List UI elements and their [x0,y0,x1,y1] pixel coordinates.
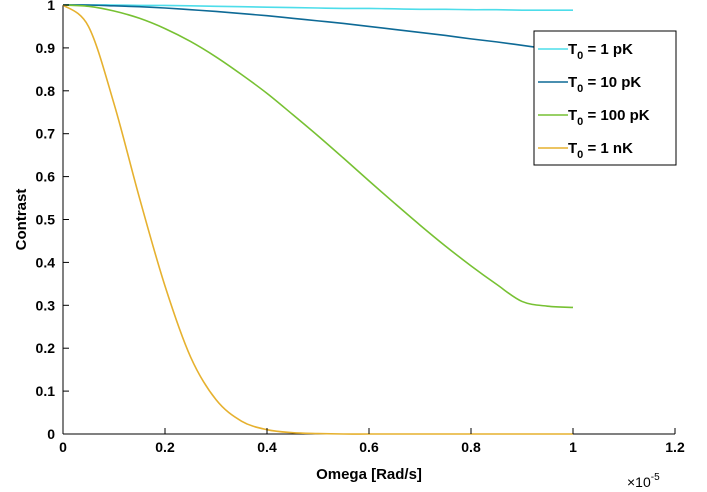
series-line-3 [62,4,573,435]
x-tick-label: 1 [569,439,577,455]
series-line-2 [62,4,574,309]
x-tick-label: 0.6 [359,439,379,455]
y-tick-label: 0.4 [36,254,56,270]
plot-area: 0 0.2 0.4 0.6 0.8 1 1.2 0 0.1 0.2 0.3 0.4 0.5 0.6 0.7… [36,0,685,455]
x-ticks: 0 0.2 0.4 0.6 0.8 1 1.2 [59,428,685,455]
legend-box [533,30,677,166]
series-line-0 [62,4,573,11]
x-tick-label: 0.2 [155,439,175,455]
x-tick-label: 0.4 [257,439,277,455]
series-lines [62,4,574,435]
y-tick-label: 0.2 [36,340,56,356]
y-tick-label: 1 [47,0,55,13]
legend-entry-0: T0 = 1 pK [568,41,633,62]
y-tick-label: 0.5 [36,212,56,228]
y-axis-label: Contrast [13,189,30,251]
y-tick-label: 0.3 [36,297,56,313]
x-axis-label: Omega [Rad/s] [316,466,422,483]
legend: T0 = 1 pK T0 = 10 pK T0 = 100 pK T0 = 1 nK [533,30,677,166]
x-axis-multiplier: ×10-5 [627,472,660,490]
y-tick-label: 0.6 [36,169,56,185]
y-tick-label: 0.9 [36,40,56,56]
y-tick-label: 0.1 [36,383,56,399]
x-multiplier-base: ×10 [627,474,651,490]
y-tick-label: 0 [47,426,55,442]
x-tick-label: 0.8 [461,439,481,455]
y-tick-label: 0.8 [36,83,56,99]
x-multiplier-exponent: -5 [651,472,660,483]
x-tick-label: 0 [59,439,67,455]
y-tick-label: 0.7 [36,126,56,142]
series-line-1 [62,4,574,53]
y-ticks: 0 0.1 0.2 0.3 0.4 0.5 0.6 0.7 0.8 0.9 1 [36,0,69,442]
legend-items: T0 = 1 pK T0 = 10 pK T0 = 100 pK T0 = 1 nK [538,41,650,161]
x-tick-label: 1.2 [665,439,685,455]
legend-entry-2: T0 = 100 pK [568,107,650,128]
legend-entry-3: T0 = 1 nK [568,140,633,161]
legend-entry-1: T0 = 10 pK [568,74,641,95]
